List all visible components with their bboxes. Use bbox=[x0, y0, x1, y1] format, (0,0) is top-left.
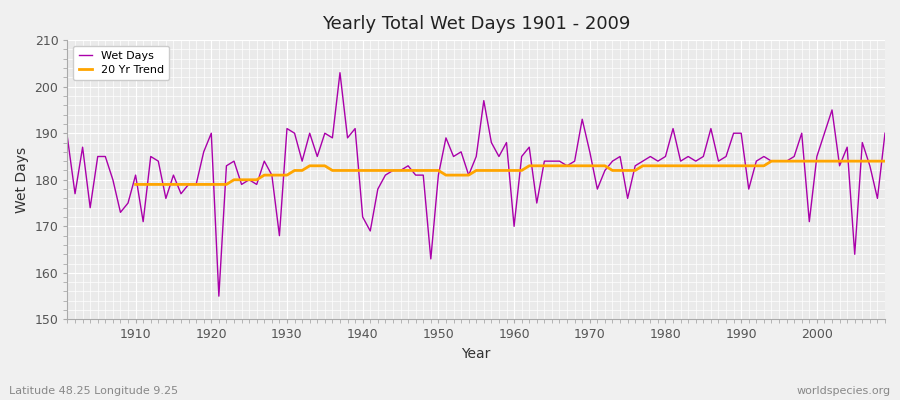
Wet Days bbox=[615, 154, 626, 159]
Wet Days bbox=[350, 126, 361, 131]
Wet Days bbox=[517, 154, 527, 159]
Wet Days bbox=[213, 294, 224, 298]
20 Yr Trend bbox=[879, 159, 890, 164]
Wet Days bbox=[335, 70, 346, 75]
Text: worldspecies.org: worldspecies.org bbox=[796, 386, 891, 396]
20 Yr Trend bbox=[850, 159, 860, 164]
Wet Days bbox=[297, 159, 308, 164]
Title: Yearly Total Wet Days 1901 - 2009: Yearly Total Wet Days 1901 - 2009 bbox=[322, 15, 630, 33]
Wet Days bbox=[524, 145, 535, 150]
Text: Latitude 48.25 Longitude 9.25: Latitude 48.25 Longitude 9.25 bbox=[9, 386, 178, 396]
Line: 20 Yr Trend: 20 Yr Trend bbox=[136, 161, 885, 184]
Line: Wet Days: Wet Days bbox=[68, 73, 885, 296]
20 Yr Trend bbox=[577, 163, 588, 168]
Wet Days bbox=[62, 136, 73, 140]
20 Yr Trend bbox=[304, 163, 315, 168]
X-axis label: Year: Year bbox=[462, 347, 490, 361]
20 Yr Trend bbox=[130, 182, 141, 187]
Wet Days bbox=[122, 201, 133, 206]
20 Yr Trend bbox=[766, 159, 777, 164]
Legend: Wet Days, 20 Yr Trend: Wet Days, 20 Yr Trend bbox=[73, 46, 169, 80]
20 Yr Trend bbox=[826, 159, 837, 164]
20 Yr Trend bbox=[517, 168, 527, 173]
20 Yr Trend bbox=[274, 173, 284, 178]
Y-axis label: Wet Days: Wet Days bbox=[15, 147, 29, 213]
Wet Days bbox=[879, 131, 890, 136]
